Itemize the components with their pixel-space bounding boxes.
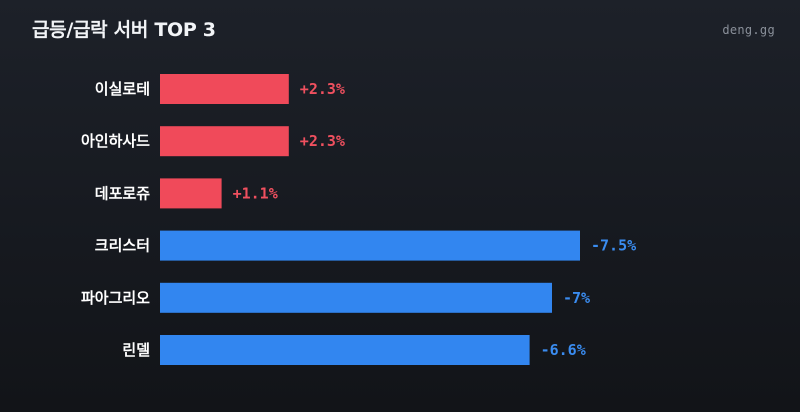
bar-negative [160, 282, 552, 313]
bar-negative [160, 335, 530, 365]
chart-title: 급등/급락 서버 TOP 3 [32, 19, 216, 41]
value-label: +2.3% [300, 132, 345, 150]
bar-positive [160, 178, 222, 209]
value-label: -6.6% [541, 341, 586, 359]
value-label: +2.3% [300, 80, 345, 98]
brand-watermark[interactable]: deng.gg [722, 23, 775, 37]
value-label: -7.5% [591, 237, 636, 255]
bar-positive [160, 74, 289, 104]
category-label: 데포로쥬 [95, 184, 150, 202]
value-label: -7% [563, 289, 590, 307]
bar-negative [160, 230, 580, 261]
category-label: 아인하사드 [81, 132, 150, 150]
value-label: +1.1% [233, 184, 278, 202]
category-label: 린델 [122, 341, 150, 359]
category-label: 이실로테 [95, 80, 150, 98]
bar-positive [160, 126, 289, 157]
category-label: 크리스터 [95, 237, 150, 255]
category-label: 파아그리오 [81, 289, 150, 307]
